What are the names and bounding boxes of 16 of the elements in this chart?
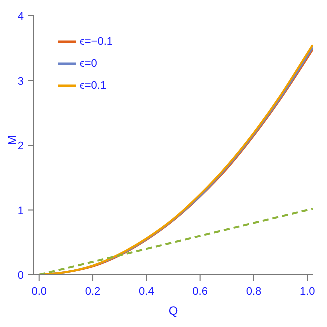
legend-label: ϵ=−0.1 xyxy=(80,36,113,48)
y-axis-title: M xyxy=(5,136,20,146)
y-tick-label: 2 xyxy=(18,140,24,152)
x-tick-label: 1.0 xyxy=(300,286,316,298)
x-tick-label: 0.8 xyxy=(246,286,262,298)
y-tick-label: 4 xyxy=(18,11,24,23)
legend-label: ϵ=0.1 xyxy=(80,80,107,92)
y-tick-label: 1 xyxy=(18,205,24,218)
legend-label: ϵ=0 xyxy=(80,58,98,70)
x-axis-title: Q xyxy=(168,304,178,318)
y-tick-label: 3 xyxy=(18,76,24,88)
x-tick-label: 0.6 xyxy=(192,286,208,298)
y-tick-label: 0 xyxy=(18,270,24,282)
x-tick-label: 0.2 xyxy=(85,286,101,298)
x-tick-label: 0.0 xyxy=(32,286,48,298)
x-tick-label: 0.4 xyxy=(139,286,154,298)
